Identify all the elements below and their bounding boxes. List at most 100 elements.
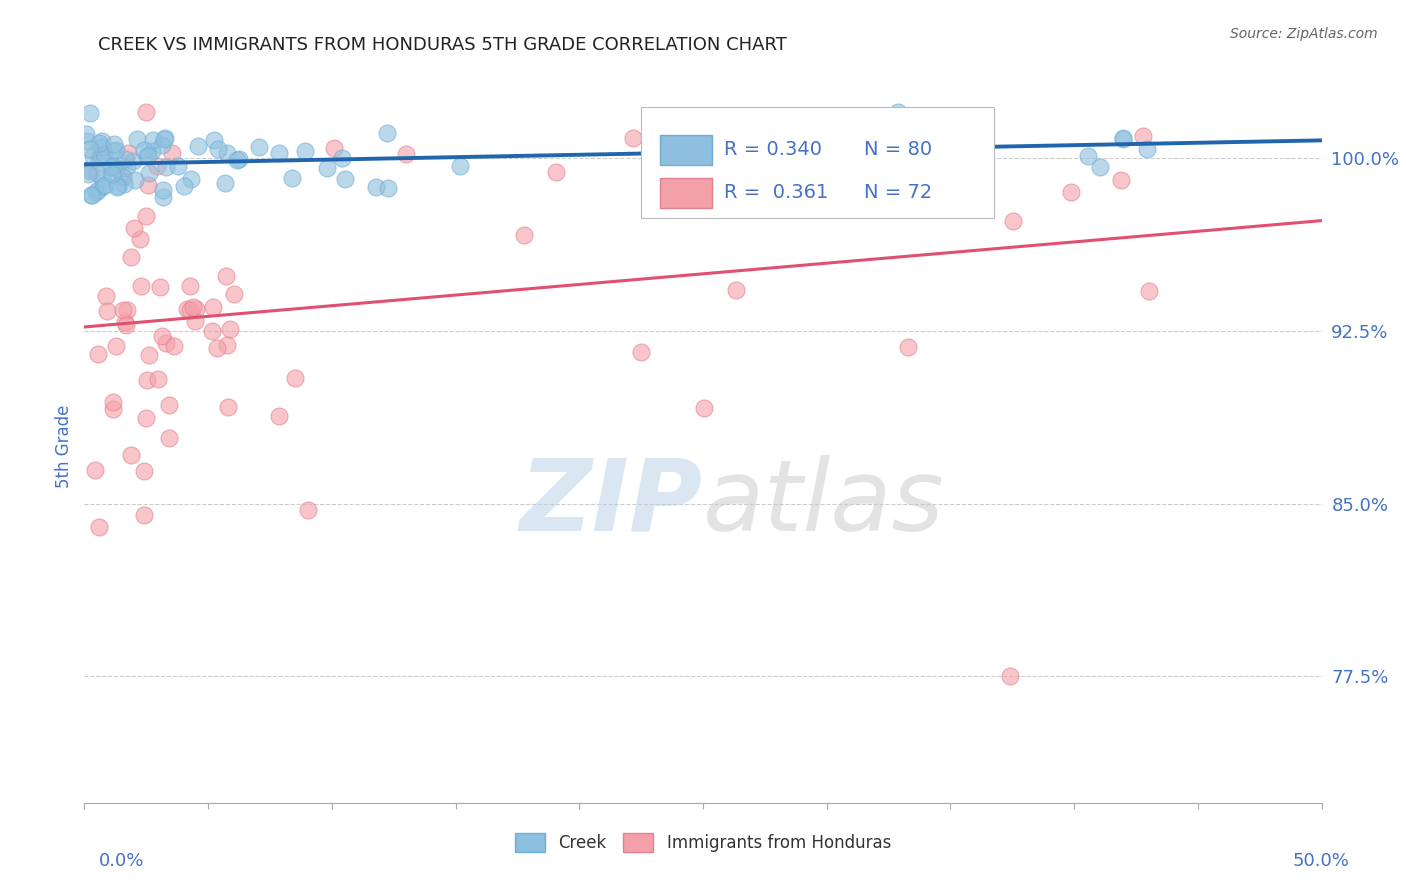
FancyBboxPatch shape <box>659 178 711 208</box>
Point <box>375 126 398 140</box>
Point <box>513 227 536 242</box>
Point <box>1088 160 1111 174</box>
Point <box>86 166 108 180</box>
Point <box>91 178 114 193</box>
Text: atlas: atlas <box>703 455 945 551</box>
Point <box>330 151 353 165</box>
Point <box>395 147 418 161</box>
Text: 50.0%: 50.0% <box>1294 852 1350 870</box>
Text: N = 80: N = 80 <box>863 140 932 160</box>
Point <box>135 209 157 223</box>
Point <box>377 180 399 194</box>
Point <box>155 130 177 145</box>
Point <box>449 159 471 173</box>
Point <box>136 178 159 193</box>
Point <box>201 324 224 338</box>
Point <box>101 159 124 173</box>
Point <box>284 371 307 385</box>
Point <box>103 394 125 409</box>
Point <box>630 344 652 359</box>
Point <box>142 133 165 147</box>
Point <box>91 134 114 148</box>
Point <box>1112 131 1135 145</box>
Point <box>228 153 250 167</box>
Text: ZIP: ZIP <box>520 455 703 551</box>
Point <box>157 399 180 413</box>
Point <box>179 302 201 317</box>
Point <box>132 143 155 157</box>
Text: Source: ZipAtlas.com: Source: ZipAtlas.com <box>1230 27 1378 41</box>
Point <box>122 153 145 168</box>
Point <box>269 145 291 160</box>
Point <box>187 139 209 153</box>
Point <box>98 160 121 174</box>
Point <box>77 167 100 181</box>
Point <box>96 304 118 318</box>
Point <box>146 372 169 386</box>
Text: R =  0.361: R = 0.361 <box>724 183 828 202</box>
Point <box>1112 131 1135 145</box>
Point <box>202 133 225 147</box>
Point <box>105 339 128 353</box>
Text: CREEK VS IMMIGRANTS FROM HONDURAS 5TH GRADE CORRELATION CHART: CREEK VS IMMIGRANTS FROM HONDURAS 5TH GR… <box>98 36 787 54</box>
Point <box>101 167 124 181</box>
Point <box>135 105 157 120</box>
Point <box>79 142 101 156</box>
Point <box>128 232 150 246</box>
Y-axis label: 5th Grade: 5th Grade <box>55 404 73 488</box>
Point <box>201 301 224 315</box>
Point <box>155 160 177 174</box>
Point <box>129 278 152 293</box>
Point <box>150 329 173 343</box>
Point <box>725 283 748 297</box>
Point <box>79 106 101 120</box>
Point <box>141 145 163 159</box>
Point <box>132 508 155 523</box>
Point <box>218 321 240 335</box>
Point <box>87 520 110 534</box>
Point <box>693 401 716 415</box>
Point <box>755 145 778 160</box>
Point <box>135 411 157 425</box>
Point <box>186 301 208 316</box>
Point <box>87 347 110 361</box>
Point <box>621 131 644 145</box>
Point <box>1077 149 1099 163</box>
Point <box>269 409 291 423</box>
Point <box>138 166 160 180</box>
Point <box>897 339 920 353</box>
Point <box>87 136 110 150</box>
Point <box>322 141 344 155</box>
Point <box>155 335 177 350</box>
Point <box>93 146 115 161</box>
Point <box>217 145 239 160</box>
Point <box>90 171 112 186</box>
Point <box>207 142 229 156</box>
Point <box>998 669 1021 683</box>
Point <box>887 105 910 120</box>
Point <box>107 179 129 194</box>
Point <box>214 176 236 190</box>
Text: 0.0%: 0.0% <box>98 852 143 870</box>
Point <box>217 337 239 351</box>
Point <box>124 221 146 235</box>
Point <box>115 318 138 333</box>
Point <box>150 138 173 153</box>
Point <box>333 172 356 186</box>
Point <box>76 134 98 148</box>
Point <box>1002 214 1025 228</box>
Point <box>94 289 117 303</box>
Point <box>111 170 134 185</box>
Point <box>222 287 245 301</box>
Point <box>152 189 174 203</box>
Point <box>90 140 112 154</box>
Point <box>800 136 823 151</box>
Point <box>936 184 959 198</box>
Point <box>135 147 157 161</box>
Point <box>115 159 138 173</box>
Point <box>75 128 97 142</box>
Point <box>205 341 228 355</box>
Point <box>215 268 238 283</box>
Text: N = 72: N = 72 <box>863 183 932 202</box>
Point <box>82 149 104 163</box>
